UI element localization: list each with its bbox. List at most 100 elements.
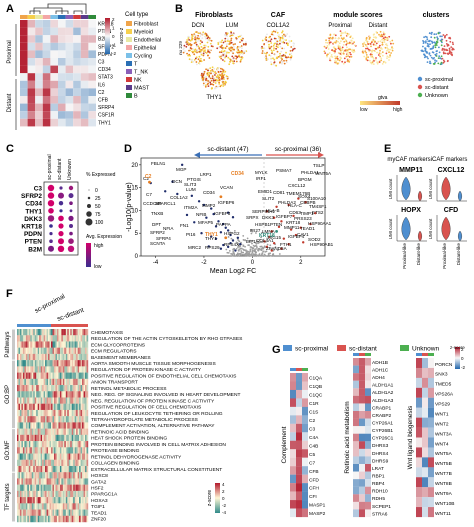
umap-point	[372, 43, 375, 46]
umap-point	[427, 57, 429, 60]
umap-point	[379, 35, 382, 37]
heatmap-cell	[30, 465, 32, 473]
heatmap-cell	[58, 422, 61, 429]
heatmap-cell	[19, 385, 22, 392]
gene-label: CFI	[309, 494, 317, 500]
heatmap-cell	[77, 441, 80, 448]
umap-point	[276, 40, 279, 43]
heatmap-cell	[19, 478, 22, 485]
heatmap-cell	[27, 366, 30, 373]
gene-label: CD34	[98, 67, 111, 73]
heatmap-cell	[42, 409, 44, 417]
heatmap-cell	[53, 434, 56, 442]
umap-point	[207, 54, 209, 57]
heatmap-cell	[422, 407, 428, 418]
term-label: HEAT SHOCK PROTEIN BINDING	[91, 436, 167, 442]
heatmap-cell	[30, 353, 32, 361]
heatmap-cell	[31, 428, 34, 436]
heatmap-cell	[80, 385, 83, 392]
heatmap-cell	[73, 341, 75, 348]
heatmap-cell	[20, 20, 28, 28]
umap-point	[266, 41, 269, 43]
gene-label: PTEN	[98, 29, 112, 35]
umap-point	[215, 86, 218, 89]
heatmap-cell	[48, 465, 50, 473]
heatmap-cell	[290, 466, 296, 475]
heatmap-cell	[80, 465, 83, 473]
point-ns	[233, 230, 236, 232]
umap-point	[279, 36, 282, 39]
heatmap-cell	[51, 472, 53, 479]
heatmap-cell	[37, 472, 40, 479]
point-distant	[219, 247, 223, 250]
umap-point	[376, 51, 378, 54]
point-ns	[229, 231, 232, 234]
heatmap-cell	[48, 391, 50, 398]
gene-label: DHRS9	[372, 458, 389, 464]
point-ns	[252, 253, 255, 256]
point-distant	[224, 226, 227, 229]
heatmap-cell	[24, 341, 27, 348]
umap-point	[350, 53, 352, 56]
umap-point	[383, 60, 386, 63]
umap-point	[335, 62, 337, 65]
heatmap-cell	[37, 347, 40, 355]
heatmap-cell	[28, 490, 31, 498]
heatmap-cell	[55, 372, 58, 380]
panel-b-gene-dcn: DCN	[192, 23, 205, 29]
heatmap-cell	[74, 366, 77, 373]
heatmap-cell	[58, 515, 61, 523]
heatmap-cell	[43, 385, 46, 392]
heatmap-cell	[76, 385, 78, 392]
heatmap-cell	[19, 353, 22, 361]
heatmap-cell	[76, 441, 78, 448]
umap-point	[228, 51, 230, 54]
point-ns	[237, 239, 240, 242]
gene-label-proximal: ZFAND5A	[266, 246, 288, 251]
gene-label-proximal: IGFBP7	[276, 214, 293, 219]
heatmap-cell	[19, 378, 22, 386]
umap-point	[192, 50, 195, 53]
heatmap-cell	[86, 441, 89, 448]
umap-point	[379, 55, 381, 58]
heatmap-cell	[62, 335, 65, 342]
heatmap-cell	[73, 96, 81, 104]
heatmap-cell	[17, 335, 19, 342]
heatmap-cell	[53, 409, 56, 417]
violin-xlabel: Proximal-like	[442, 243, 447, 269]
heatmap-cell	[22, 372, 25, 380]
point-distant	[214, 237, 218, 240]
umap-point	[348, 56, 351, 58]
heatmap-cell	[45, 434, 47, 442]
colorbar-tick: -2	[461, 365, 465, 370]
heatmap-cell	[42, 341, 44, 348]
umap-point	[203, 46, 206, 49]
heatmap-cell	[56, 453, 59, 460]
gene-label-distant: MGP	[176, 167, 186, 172]
umap-point	[426, 38, 429, 41]
gene-label-proximal: FTH1	[280, 242, 292, 247]
heatmap-cell	[39, 472, 41, 479]
umap-point	[429, 43, 431, 46]
umap-point	[232, 43, 235, 46]
heatmap-cell	[79, 403, 81, 411]
heatmap-cell	[25, 453, 28, 460]
heatmap-cell	[19, 441, 22, 448]
heatmap-cell	[422, 387, 428, 398]
heatmap-cell	[65, 397, 68, 404]
heatmap-cell	[58, 347, 61, 355]
heatmap-cell	[83, 416, 86, 423]
umap-point	[210, 71, 213, 73]
heatmap-cell	[56, 447, 59, 454]
heatmap-cell	[43, 347, 46, 355]
heatmap-cell	[43, 503, 46, 510]
heatmap-cell	[80, 391, 83, 398]
umap-point	[340, 32, 343, 35]
heatmap-cell	[52, 490, 55, 498]
umap-point	[362, 51, 365, 54]
colorbar-tick: 4	[222, 482, 225, 487]
umap-point	[381, 54, 384, 57]
umap-point	[232, 52, 235, 55]
heatmap-cell	[20, 58, 28, 66]
